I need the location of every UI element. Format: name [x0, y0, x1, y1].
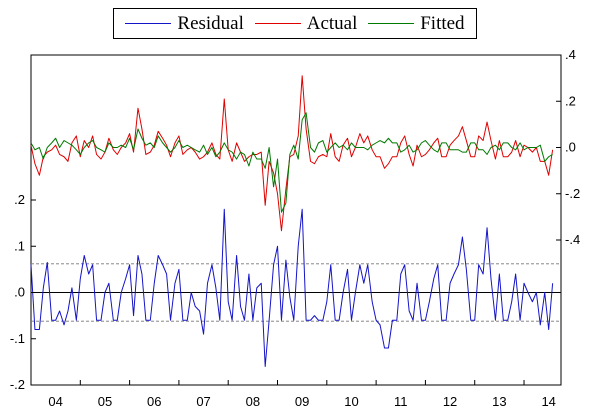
- legend-residual-line: [125, 23, 172, 24]
- right-axis-tick-label: .0: [565, 140, 576, 155]
- residual-band-group: [31, 263, 561, 322]
- x-axis-tick-label: 06: [147, 394, 161, 409]
- left-axis-tick-label: .0: [14, 285, 25, 300]
- x-axis-ticks: 04 05 06 07 08 09 10 11 12 13 14: [30, 380, 556, 409]
- legend-actual-line: [254, 23, 301, 24]
- series-line-residual: [30, 208, 554, 367]
- right-axis-tick-label: -.2: [565, 186, 580, 201]
- series-line-fitted: [30, 112, 553, 213]
- legend-residual-label: Residual: [177, 12, 244, 34]
- legend-item-residual: Residual: [125, 13, 244, 35]
- x-axis-tick-label: 09: [295, 394, 309, 409]
- legend-actual-label: Actual: [306, 12, 358, 34]
- x-axis-tick-label: 11: [394, 394, 408, 409]
- chart-legend: Residual Actual Fitted: [113, 8, 477, 39]
- right-axis-tick-label: .2: [565, 93, 576, 108]
- plot-frame: [30, 54, 562, 386]
- x-axis-tick-label: 13: [492, 394, 506, 409]
- x-axis-tick-label: 14: [541, 394, 555, 409]
- x-axis-tick-label: 05: [98, 394, 112, 409]
- left-axis-tick-label: -.1: [10, 331, 25, 346]
- right-axis-tick-label: .4: [565, 47, 576, 62]
- plot-frame-group: [30, 54, 562, 386]
- x-axis-tick-label: 10: [344, 394, 358, 409]
- left-axis-tick-label: .2: [14, 192, 25, 207]
- left-axis-ticks: .2 .1 .0 -.1 -.2: [10, 192, 36, 392]
- left-axis-tick-label: -.2: [10, 377, 25, 392]
- right-axis-tick-label: -.4: [565, 232, 580, 247]
- x-axis-tick-label: 04: [48, 394, 62, 409]
- series-lines-group: [30, 75, 554, 367]
- legend-item-actual: Actual: [254, 12, 358, 35]
- x-axis-tick-label: 07: [196, 394, 210, 409]
- series-line-actual: [30, 75, 554, 232]
- x-axis-tick-label: 08: [246, 394, 260, 409]
- legend-item-fitted: Fitted: [368, 12, 465, 35]
- left-axis-tick-label: .1: [14, 238, 25, 253]
- legend-fitted-line: [368, 23, 415, 24]
- right-axis-ticks: .4 .2 .0 -.2 -.4: [556, 47, 580, 247]
- x-axis-tick-label: 12: [443, 394, 457, 409]
- legend-fitted-label: Fitted: [420, 12, 465, 34]
